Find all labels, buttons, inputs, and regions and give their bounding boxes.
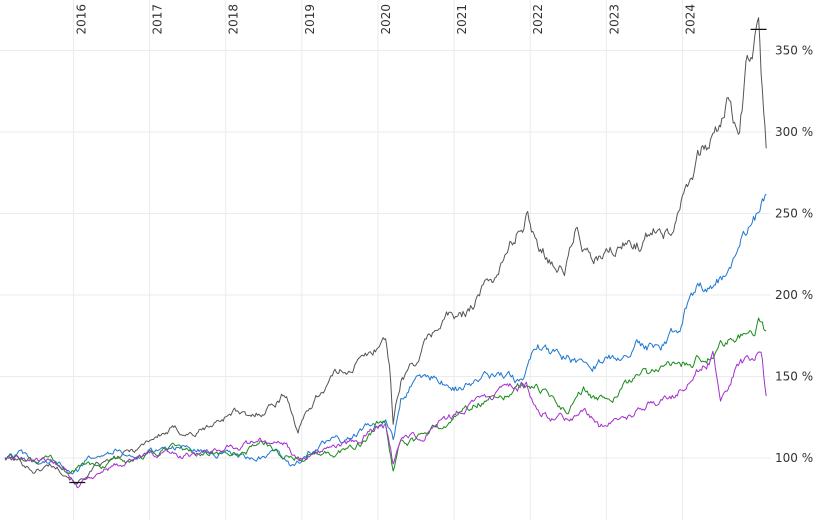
y-tick-label: 250 % <box>775 207 813 221</box>
series-line-4 <box>4 350 767 489</box>
y-axis-labels: 100 % 150 % 200 % 250 % 300 % 350 % <box>775 44 813 466</box>
x-tick-label: 2021 <box>455 4 469 35</box>
y-tick-label: 100 % <box>775 451 813 465</box>
y-tick-label: 150 % <box>775 370 813 384</box>
x-tick-label: 2023 <box>607 4 621 35</box>
x-tick-label: 2024 <box>683 4 697 35</box>
x-axis-labels: 2016 2017 2018 2019 2020 2021 2022 2023 2024 <box>75 4 698 35</box>
series-line-1 <box>4 17 767 485</box>
x-tick-label: 2020 <box>379 4 393 35</box>
series-layer <box>4 17 767 489</box>
range-markers <box>69 28 767 484</box>
x-tick-label: 2017 <box>151 4 165 35</box>
series-line-2 <box>4 193 767 475</box>
x-tick-label: 2016 <box>75 4 89 35</box>
y-tick-label: 200 % <box>775 288 813 302</box>
x-tick-label: 2018 <box>227 4 241 35</box>
y-tick-label: 350 % <box>775 44 813 58</box>
x-tick-label: 2019 <box>303 4 317 35</box>
y-tick-label: 300 % <box>775 125 813 139</box>
gridlines <box>0 0 770 520</box>
x-tick-label: 2022 <box>531 4 545 35</box>
